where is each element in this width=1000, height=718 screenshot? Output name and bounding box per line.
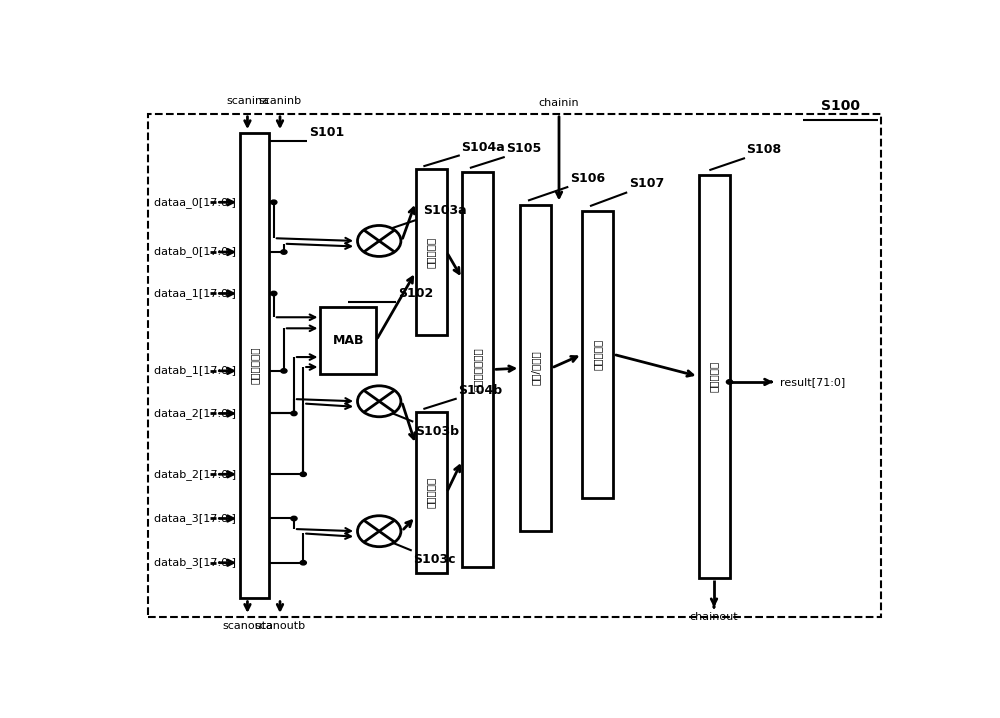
Text: S103a: S103a (423, 204, 467, 217)
Text: chainin: chainin (539, 98, 579, 108)
Bar (240, 133, 269, 597)
Text: S104b: S104b (458, 384, 502, 397)
Text: S108: S108 (747, 143, 782, 156)
Bar (416, 169, 447, 335)
Text: datab_2[17:0 ]: datab_2[17:0 ] (154, 469, 237, 480)
Circle shape (300, 561, 306, 565)
Text: S106: S106 (570, 172, 605, 185)
Text: S100: S100 (821, 98, 860, 113)
Text: scaninb: scaninb (258, 95, 302, 106)
Text: S101: S101 (309, 126, 344, 139)
Text: datab_1[17:0 ]: datab_1[17:0 ] (154, 365, 236, 376)
Text: 第一加法器: 第一加法器 (426, 236, 436, 268)
Text: datab_0[17:0 ]: datab_0[17:0 ] (154, 246, 236, 258)
Text: S102: S102 (398, 286, 433, 299)
Circle shape (281, 368, 287, 373)
Text: scanoutb: scanoutb (254, 621, 306, 631)
Text: scanina: scanina (226, 95, 269, 106)
Bar (320, 307, 376, 373)
Text: dataa_1[17:0 ]: dataa_1[17:0 ] (154, 288, 236, 299)
Text: 输入寄存器组: 输入寄存器组 (249, 347, 259, 384)
Text: 第二加法器: 第二加法器 (426, 477, 436, 508)
Circle shape (358, 516, 401, 546)
Text: scanouta: scanouta (222, 621, 273, 631)
Text: datab_3[17:0 ]: datab_3[17:0 ] (154, 557, 236, 568)
Text: 链式加法器: 链式加法器 (593, 339, 603, 370)
Text: dataa_0[17:0 ]: dataa_0[17:0 ] (154, 197, 236, 208)
Text: chainout: chainout (690, 612, 738, 623)
Text: dataa_3[17:0 ]: dataa_3[17:0 ] (154, 513, 236, 524)
Circle shape (358, 225, 401, 256)
Bar (698, 174, 730, 578)
Text: S104a: S104a (461, 141, 505, 154)
Text: S105: S105 (506, 142, 542, 155)
Text: S107: S107 (629, 177, 664, 190)
Text: 加法/累加器: 加法/累加器 (531, 351, 541, 386)
Circle shape (271, 292, 277, 296)
Circle shape (291, 516, 297, 521)
Circle shape (358, 386, 401, 416)
Bar (462, 172, 493, 567)
Bar (416, 412, 447, 573)
Circle shape (271, 200, 277, 205)
Text: MAB: MAB (332, 334, 364, 347)
Text: S103c: S103c (413, 554, 456, 567)
Text: dataa_2[17:0 ]: dataa_2[17:0 ] (154, 408, 236, 419)
Text: S103b: S103b (415, 424, 459, 437)
Text: result[71:0]: result[71:0] (780, 377, 845, 387)
Text: 输出寄存器: 输出寄存器 (709, 360, 719, 392)
Bar (582, 210, 613, 498)
Circle shape (726, 380, 733, 384)
Text: 加法输出寄存器: 加法输出寄存器 (473, 348, 483, 391)
Circle shape (281, 250, 287, 254)
Bar (520, 205, 551, 531)
Circle shape (291, 411, 297, 416)
Circle shape (300, 472, 306, 477)
